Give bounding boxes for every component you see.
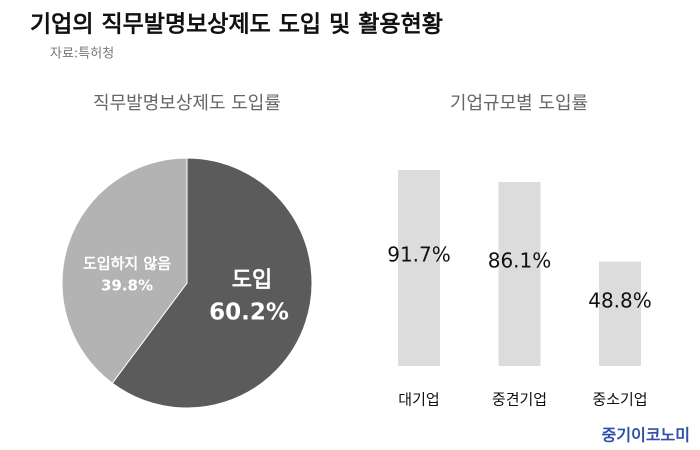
- chart-title: 기업규모별 도입률: [450, 93, 588, 114]
- page-title: 기업의 직무발명보상제도 도입 및 활용현황: [30, 12, 443, 38]
- slice-label: 도입하지 않음: [83, 255, 171, 273]
- bar: [498, 181, 541, 366]
- value-label: 39.8%: [101, 277, 153, 295]
- bar: [599, 261, 641, 366]
- pie-slice: [111, 157, 313, 409]
- source: 자료:특허청: [50, 47, 114, 62]
- slice-label: 도입: [232, 268, 272, 293]
- watermark: 중기이코노미: [602, 426, 690, 445]
- x-tick-label: 중견기업: [492, 391, 547, 409]
- chart-title: 직무발명보상제도 도입률: [93, 93, 281, 114]
- pie-slice: [61, 157, 188, 384]
- value-label: 91.7%: [387, 243, 451, 267]
- value-label: 60.2%: [209, 300, 289, 326]
- x-tick-label: 중소기업: [592, 391, 647, 409]
- value-label: 48.8%: [588, 288, 652, 312]
- value-label: 86.1%: [488, 248, 552, 272]
- bar: [398, 170, 440, 366]
- x-tick-label: 대기업: [398, 391, 439, 409]
